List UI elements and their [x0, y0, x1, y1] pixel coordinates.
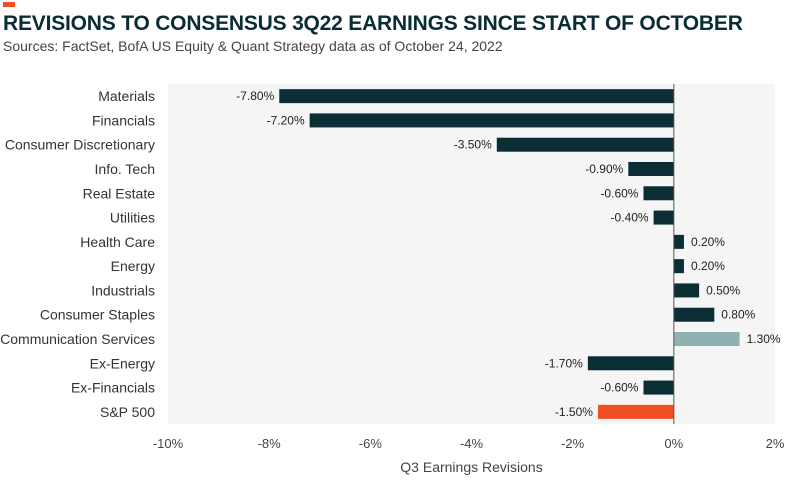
data-label: 1.30% — [747, 332, 781, 346]
bar — [643, 380, 674, 395]
data-label: -1.70% — [545, 356, 583, 370]
data-label: -7.80% — [236, 89, 274, 103]
category-label: Communication Services — [0, 331, 155, 347]
chart-subtitle: Sources: FactSet, BofA US Equity & Quant… — [3, 38, 503, 54]
bar — [653, 210, 674, 225]
bar — [597, 404, 674, 419]
x-tick-label: -2% — [561, 436, 585, 451]
data-label: -0.40% — [611, 211, 649, 225]
bar — [309, 113, 674, 128]
category-label: Health Care — [80, 234, 155, 250]
category-label: Ex-Energy — [90, 355, 155, 371]
category-label: Utilities — [110, 210, 155, 226]
data-label: 0.80% — [721, 308, 755, 322]
bar — [643, 186, 674, 201]
x-tick-label: -4% — [460, 436, 484, 451]
plot-background — [168, 84, 775, 424]
x-tick-label: -6% — [359, 436, 383, 451]
bar — [673, 234, 684, 249]
bar — [673, 332, 740, 346]
bar — [279, 89, 674, 104]
category-label: Ex-Financials — [71, 380, 155, 396]
bar — [496, 137, 674, 152]
bar — [587, 356, 674, 371]
data-label: 0.20% — [691, 259, 725, 273]
data-label: -0.60% — [600, 186, 638, 200]
data-label: 0.20% — [691, 235, 725, 249]
category-label: Industrials — [91, 282, 155, 298]
category-label: Materials — [98, 88, 155, 104]
category-label: Real Estate — [83, 185, 156, 201]
data-label: -0.90% — [585, 162, 623, 176]
bar — [673, 283, 700, 298]
bar — [673, 259, 684, 274]
bar — [628, 162, 674, 176]
x-tick-label: 0% — [664, 436, 683, 451]
data-label: -7.20% — [267, 113, 305, 127]
category-label: Consumer Staples — [40, 307, 155, 323]
bar — [673, 307, 715, 322]
category-label: Consumer Discretionary — [5, 137, 155, 153]
data-label: -1.50% — [555, 405, 593, 419]
x-tick-label: -10% — [153, 436, 184, 451]
category-label: Info. Tech — [95, 161, 155, 177]
x-tick-label: 2% — [766, 436, 785, 451]
data-label: 0.50% — [706, 283, 740, 297]
category-label: Energy — [111, 258, 155, 274]
x-axis-label: Q3 Earnings Revisions — [400, 459, 542, 475]
chart-title: REVISIONS TO CONSENSUS 3Q22 EARNINGS SIN… — [3, 12, 743, 35]
data-label: -0.60% — [600, 381, 638, 395]
category-label: S&P 500 — [100, 404, 155, 420]
accent-mark — [3, 2, 15, 7]
x-tick-label: -8% — [258, 436, 282, 451]
category-label: Financials — [92, 112, 155, 128]
data-label: -3.50% — [454, 138, 492, 152]
